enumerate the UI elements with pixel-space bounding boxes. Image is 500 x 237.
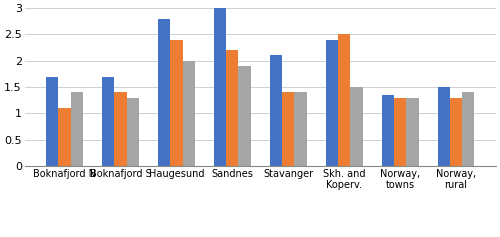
Bar [326,40,338,166]
Bar [294,92,306,166]
Bar [350,87,362,166]
Bar [182,61,195,166]
Bar [226,50,238,166]
Bar [462,92,474,166]
Bar [170,40,182,166]
Bar [394,98,406,166]
Bar [158,19,170,166]
Bar [438,87,450,166]
Bar [126,98,139,166]
Bar [382,95,394,166]
Bar [114,92,126,166]
Bar [70,92,83,166]
Bar [338,34,350,166]
Bar [406,98,418,166]
Bar [282,92,294,166]
Bar [450,98,462,166]
Bar [270,55,282,166]
Bar [46,77,58,166]
Bar [238,66,251,166]
Bar [214,8,226,166]
Bar [58,108,70,166]
Bar [102,77,115,166]
